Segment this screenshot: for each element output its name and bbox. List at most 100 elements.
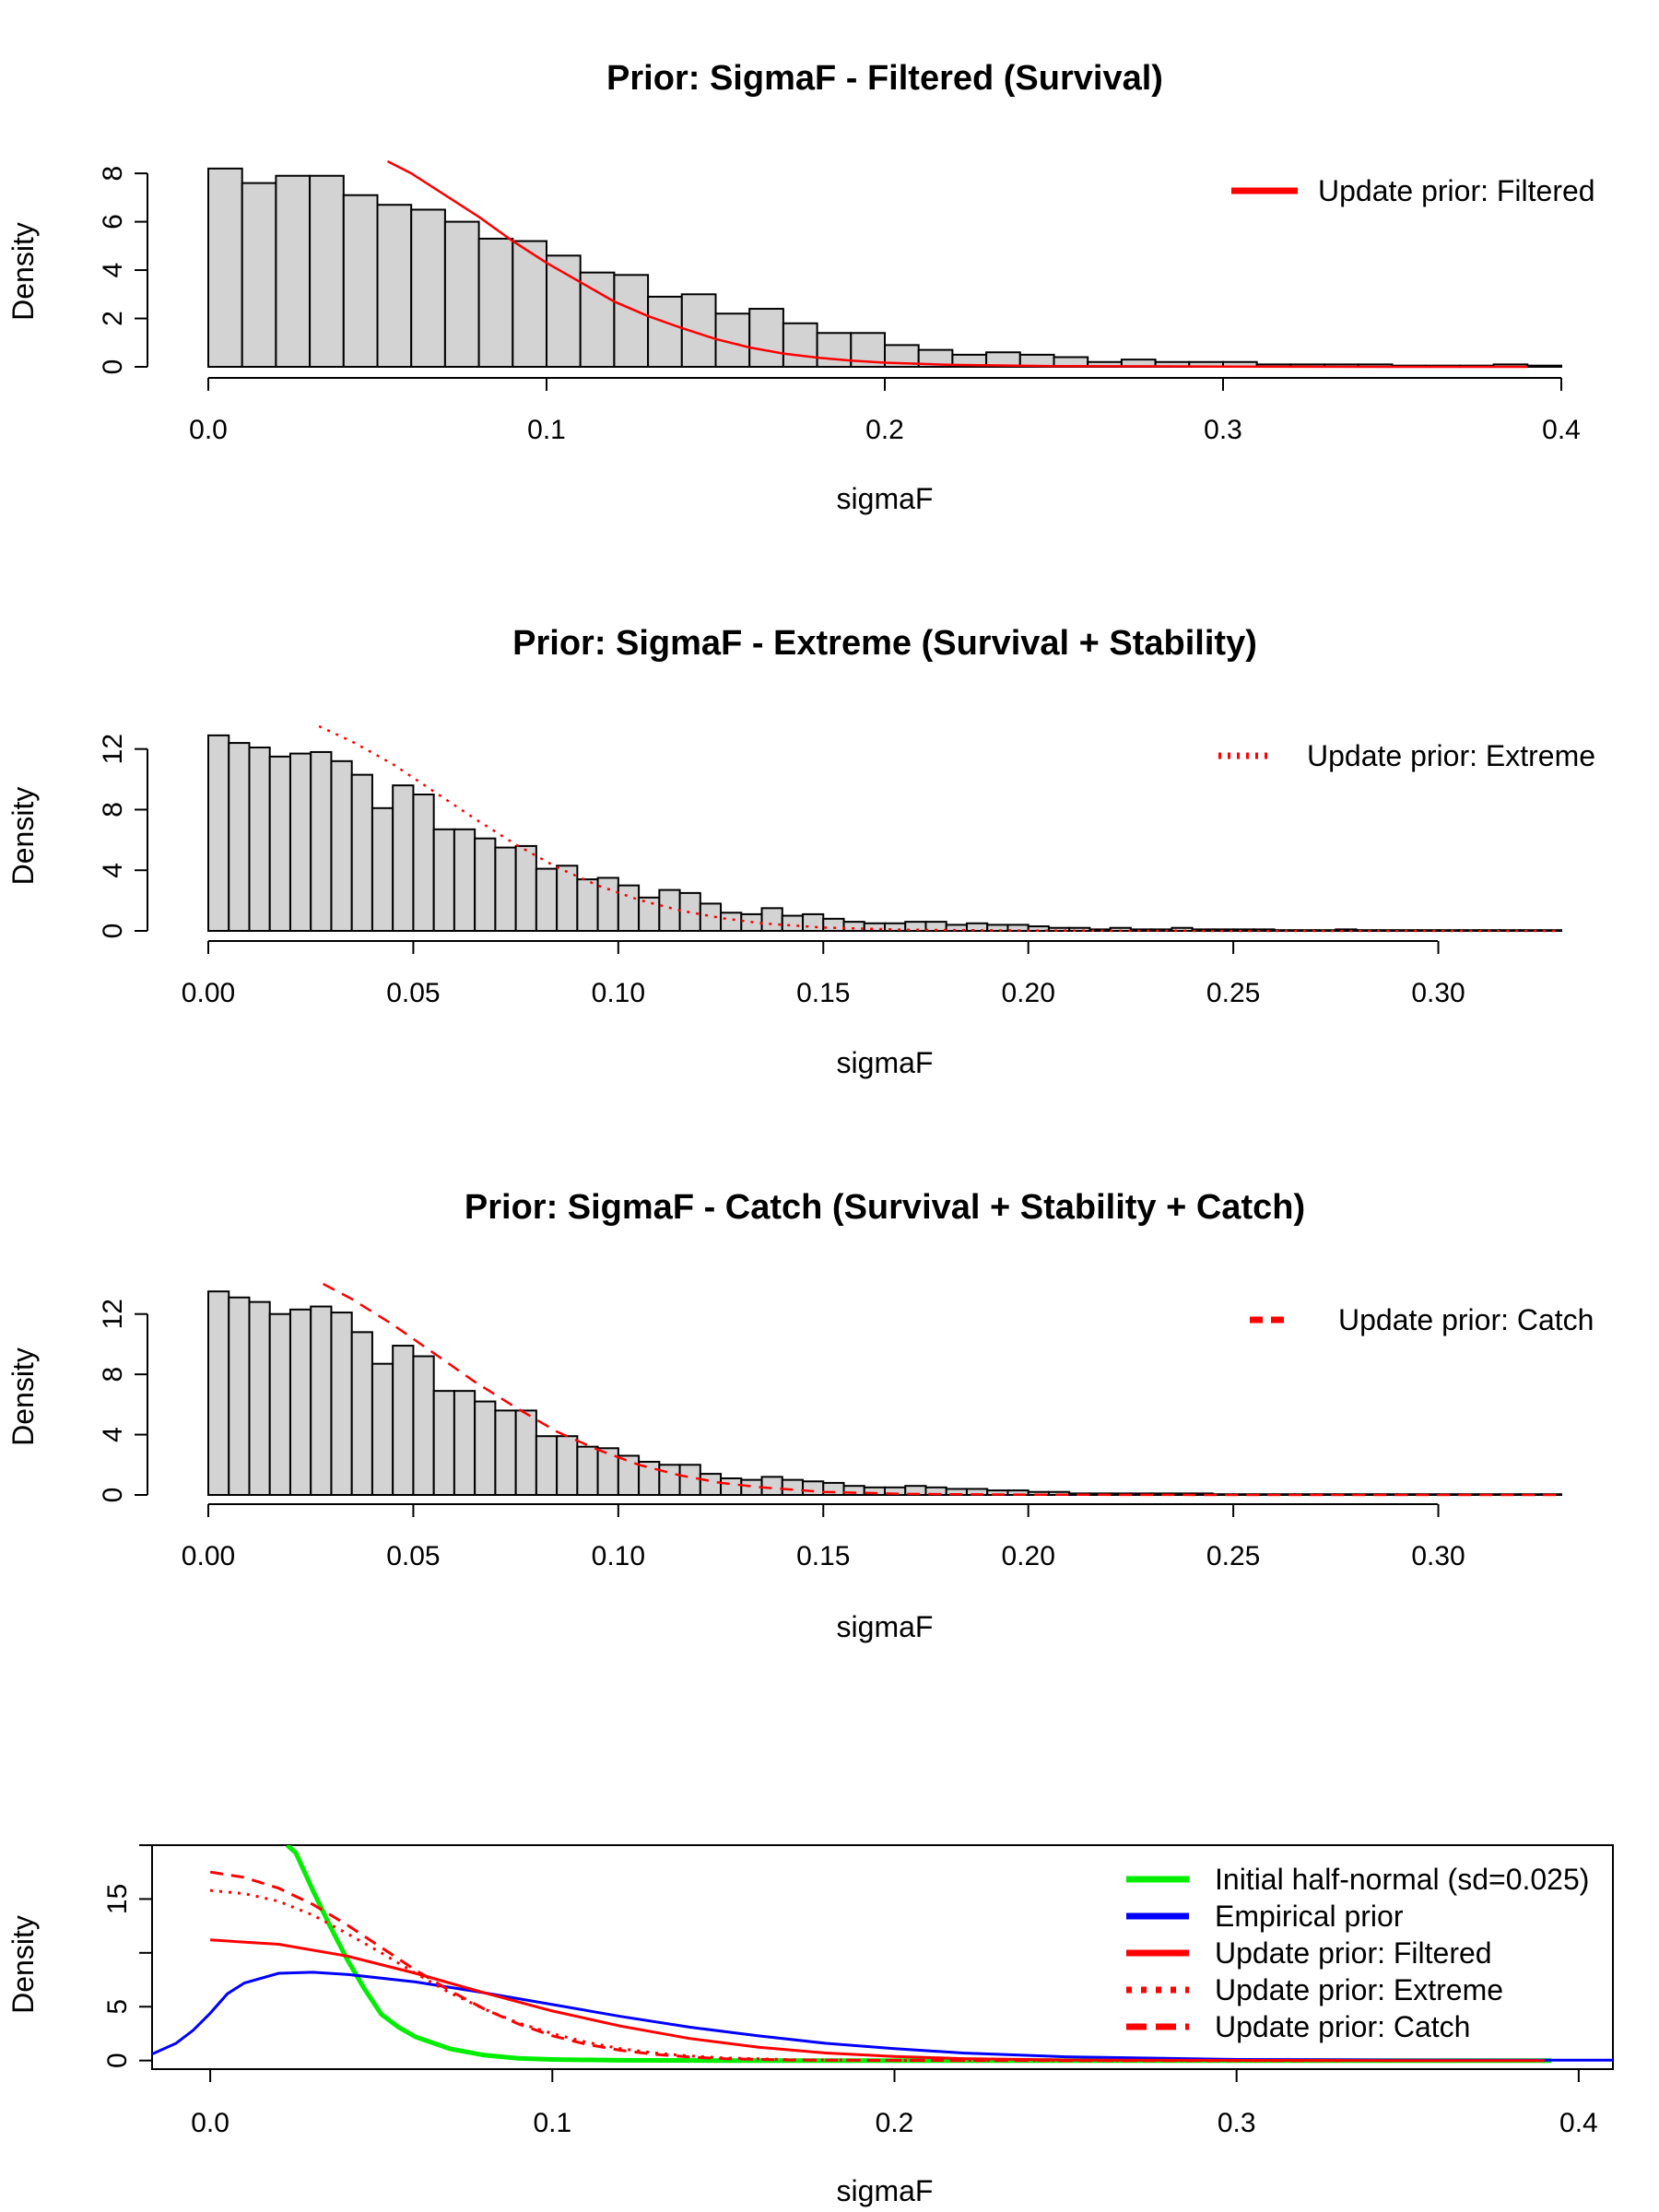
- histogram-bar: [453, 1390, 477, 1497]
- histogram-bars: [207, 734, 1562, 933]
- x-tick-label: 0.05: [386, 1541, 440, 1571]
- histogram-bar: [310, 1305, 333, 1497]
- histogram-bar: [613, 274, 650, 368]
- histogram-bar: [1150, 928, 1173, 932]
- legend-label: Update prior: Filtered: [1215, 1936, 1492, 1970]
- histogram-bar: [720, 912, 743, 932]
- histogram-bar: [802, 1480, 825, 1496]
- histogram-bar: [617, 1454, 641, 1497]
- update-prior-curve: [386, 159, 1528, 369]
- y-tick-label: 0: [98, 1488, 128, 1503]
- histogram-bar: [1437, 929, 1460, 933]
- density-lines: [152, 1845, 1613, 2064]
- histogram-bar: [288, 1308, 312, 1496]
- histogram-bar: [371, 1362, 394, 1497]
- y-tick-label: 8: [98, 802, 128, 818]
- x-tick-label: 0.20: [1002, 1541, 1055, 1571]
- y-tick-label: 4: [98, 263, 128, 278]
- histogram-bar: [494, 1409, 517, 1497]
- histogram-bar: [494, 846, 517, 932]
- histogram-bar: [342, 194, 379, 368]
- histogram-bar: [350, 1331, 373, 1497]
- y-tick-label: 8: [98, 1367, 128, 1382]
- series-line: [209, 1888, 1339, 2063]
- histogram-bar: [474, 1400, 497, 1496]
- plot-frame: [151, 1844, 1614, 2070]
- histogram-bar: [638, 896, 661, 932]
- histogram-bar: [1068, 926, 1091, 933]
- y-tick-label: 0: [102, 2053, 133, 2068]
- y-tick-label: 4: [98, 863, 128, 878]
- y-tick-label: 5: [102, 1999, 133, 2015]
- chart-title: Prior: SigmaF - Catch (Survival + Stabil…: [465, 1188, 1305, 1227]
- x-tick-label: 0.4: [1559, 2108, 1598, 2138]
- panel-1: Prior: SigmaF - Filtered (Survival) sigma…: [6, 59, 1595, 515]
- x-axis-label: sigmaF: [837, 482, 934, 515]
- histogram-bar: [453, 828, 477, 932]
- histogram-bar: [228, 1296, 251, 1496]
- panel-4: sigmaF Density 0 5 15 0.0 0.1 0.2 0.3 0.4 Initial …: [6, 1844, 1614, 2207]
- y-tick-label: 0: [98, 359, 128, 375]
- x-tick-label: 0.00: [182, 1541, 235, 1571]
- histogram-bar: [268, 755, 291, 933]
- y-axis-label: Density: [6, 1347, 40, 1446]
- histogram-bar: [309, 174, 345, 368]
- y-tick-label: 2: [98, 311, 128, 326]
- histogram-bar: [207, 1290, 230, 1497]
- x-tick-label: 0.2: [876, 2108, 914, 2138]
- histogram-bar: [720, 1477, 743, 1497]
- histogram-bar: [617, 884, 641, 933]
- y-tick-label: 4: [98, 1427, 128, 1442]
- histogram-bar: [699, 1473, 723, 1496]
- histogram-bar: [576, 1445, 599, 1496]
- histogram-bar: [432, 828, 455, 932]
- histogram-bar: [965, 922, 989, 932]
- histogram-bar: [658, 888, 681, 932]
- x-tick-label: 0.0: [189, 415, 228, 445]
- legend: Update prior: Extreme: [1218, 739, 1595, 772]
- histogram-bar: [330, 759, 353, 932]
- y-tick-label: 8: [98, 166, 128, 182]
- histogram-bar: [477, 237, 514, 368]
- histogram-bar: [288, 752, 312, 932]
- histogram-bar: [822, 917, 845, 932]
- histogram-bar: [350, 773, 373, 932]
- x-axis-label: sigmaF: [837, 2174, 934, 2207]
- histogram-bar: [248, 747, 271, 932]
- histogram-bar: [760, 907, 783, 932]
- histogram-bar: [535, 1435, 559, 1497]
- histogram-bar: [1526, 364, 1563, 368]
- y-axis-label: Density: [6, 1915, 40, 2014]
- x-tick-label: 0.05: [386, 978, 440, 1008]
- x-tick-label: 0.20: [1002, 978, 1055, 1008]
- histogram-bar: [678, 891, 701, 933]
- series-line: [152, 1971, 1613, 2062]
- x-tick-label: 0.15: [796, 1541, 850, 1571]
- legend-label: Update prior: Catch: [1338, 1303, 1594, 1336]
- x-tick-label: 0.25: [1206, 978, 1260, 1008]
- histogram-bar: [392, 784, 415, 933]
- histogram-bar: [647, 295, 683, 368]
- series-line: [209, 1870, 1339, 2063]
- x-tick-label: 0.00: [182, 978, 235, 1008]
- histogram-bar: [376, 204, 413, 368]
- legend-label: Empirical prior: [1215, 1900, 1404, 1933]
- y-tick-label: 6: [98, 214, 128, 229]
- histogram-bar: [816, 332, 853, 369]
- histogram-bar: [241, 182, 277, 368]
- x-tick-label: 0.2: [865, 415, 904, 445]
- histogram-bar: [1253, 928, 1276, 932]
- histogram-bar: [760, 1476, 783, 1497]
- histogram-bar: [782, 322, 818, 368]
- x-tick-label: 0.10: [592, 978, 645, 1008]
- legend-label: Update prior: Filtered: [1318, 174, 1595, 207]
- histogram-bar: [248, 1300, 271, 1496]
- y-tick-label: 15: [102, 1884, 133, 1914]
- x-axis-label: sigmaF: [837, 1046, 934, 1079]
- legend-label: Update prior: Extreme: [1307, 739, 1595, 772]
- x-tick-label: 0.30: [1411, 1541, 1465, 1571]
- update-prior-curve: [318, 724, 1561, 933]
- histogram-bar: [514, 844, 537, 933]
- x-tick-label: 0.1: [527, 415, 566, 445]
